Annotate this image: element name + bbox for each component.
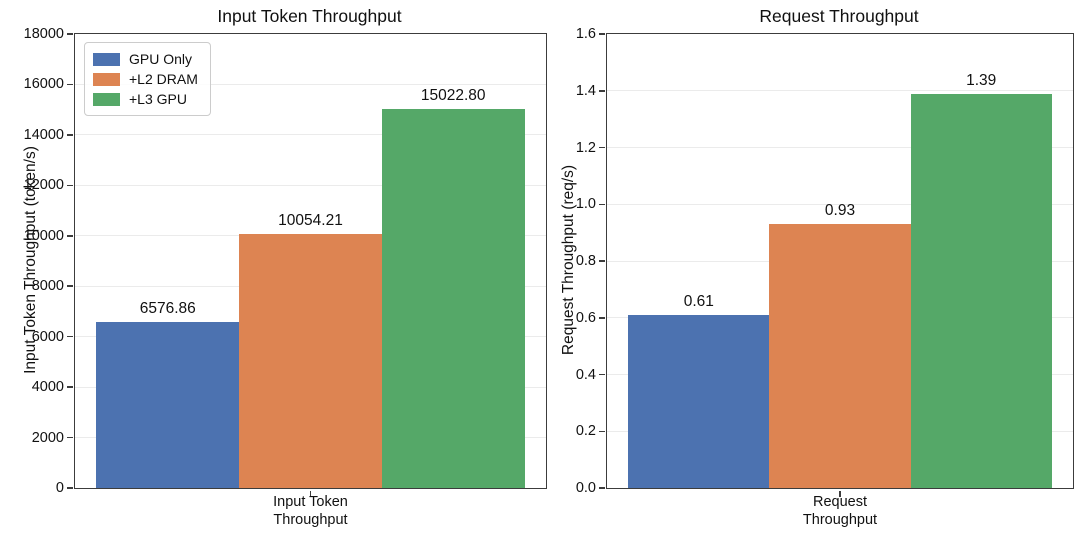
y-tick-mark xyxy=(67,83,73,86)
y-gridline xyxy=(607,203,1073,205)
y-tick-mark xyxy=(67,335,73,338)
y-tick-mark xyxy=(67,184,73,187)
y-tick-label: 0.8 xyxy=(575,253,596,269)
y-tick-mark xyxy=(599,487,605,489)
bar-gpu-only xyxy=(628,314,770,488)
y-tick-mark xyxy=(67,33,73,35)
x-tick-mark xyxy=(839,491,841,497)
y-tick-label: 18000 xyxy=(23,26,64,42)
y-tick-label: 1.6 xyxy=(575,26,596,42)
y-tick-label: 0.6 xyxy=(575,309,596,326)
legend-item: +L2 DRAM xyxy=(93,69,198,89)
legend-swatch-gpu-only xyxy=(93,52,120,66)
y-tick-mark xyxy=(67,285,73,287)
x-tick-mark xyxy=(309,491,312,497)
y-tick-mark xyxy=(599,373,605,376)
y-tick-label: 4000 xyxy=(31,379,64,396)
legend-item-label: +L2 DRAM xyxy=(129,71,198,87)
left-y-axis-label: Input Token Throughput (token/s) xyxy=(22,146,39,374)
bar--l3-gpu xyxy=(910,93,1052,488)
legend-swatch--l3-gpu xyxy=(93,92,120,106)
y-tick-mark xyxy=(67,487,73,489)
y-tick-label: 8000 xyxy=(31,278,64,295)
legend: GPU Only +L2 DRAM +L3 GPU xyxy=(84,42,211,116)
right-chart-title: Request Throughput xyxy=(759,6,919,26)
bar--l2-dram xyxy=(769,224,911,488)
bar--l3-gpu xyxy=(381,109,525,488)
y-tick-mark xyxy=(599,90,605,92)
y-tick-mark xyxy=(67,134,73,136)
bar-value-label: 10054.21 xyxy=(278,212,343,230)
y-tick-label: 0.4 xyxy=(575,366,596,383)
y-tick-label: 2000 xyxy=(31,429,64,446)
legend-item-label: GPU Only xyxy=(129,51,193,67)
bar-gpu-only xyxy=(96,322,240,488)
y-tick-mark xyxy=(599,317,605,319)
y-tick-mark xyxy=(67,386,73,388)
y-tick-mark xyxy=(599,430,605,432)
y-gridline xyxy=(75,184,546,186)
y-tick-label: 6000 xyxy=(31,328,64,345)
bar--l2-dram xyxy=(239,234,382,488)
y-gridline xyxy=(75,83,546,85)
y-tick-label: 14000 xyxy=(23,126,64,143)
y-tick-mark xyxy=(599,203,605,205)
y-tick-label: 10000 xyxy=(23,227,64,244)
legend-item: GPU Only xyxy=(93,49,198,69)
y-tick-label: 1.4 xyxy=(575,82,596,99)
legend-item: +L3 GPU xyxy=(93,89,198,109)
y-tick-label: 0 xyxy=(55,480,64,496)
x-tick-label: Input Token Throughput xyxy=(273,494,348,528)
legend-swatch--l2-dram xyxy=(93,72,120,86)
y-tick-label: 1.2 xyxy=(575,139,596,156)
x-tick-label: Request Throughput xyxy=(802,494,878,528)
bar-value-label: 0.61 xyxy=(683,292,714,310)
y-tick-label: 0.2 xyxy=(575,423,596,440)
y-gridline xyxy=(75,134,546,136)
y-tick-mark xyxy=(599,260,605,262)
y-tick-mark xyxy=(67,436,73,439)
y-gridline xyxy=(607,90,1073,92)
right-plot-area: 0.0 0.2 0.4 0.6 0.8 1.0 1.2 1.4 1.6 Request Throu… xyxy=(576,26,1074,528)
legend-item-label: +L3 GPU xyxy=(129,91,187,107)
bar-value-label: 15022.80 xyxy=(420,87,486,105)
y-tick-label: 16000 xyxy=(23,76,64,93)
bar-value-label: 6576.86 xyxy=(139,300,196,318)
y-tick-label: 0.0 xyxy=(575,480,596,496)
left-chart-title: Input Token Throughput xyxy=(217,6,402,26)
bar-value-label: 0.93 xyxy=(824,202,856,220)
y-tick-label: 1.0 xyxy=(575,196,596,213)
y-tick-mark xyxy=(67,235,73,237)
y-gridline xyxy=(607,147,1073,148)
y-tick-label: 12000 xyxy=(23,177,64,194)
y-tick-mark xyxy=(599,146,605,149)
y-tick-mark xyxy=(599,33,605,35)
bar-value-label: 1.39 xyxy=(966,71,997,89)
left-plot-area: 0 2000 4000 6000 8000 10000 12000 14000 16000 180… xyxy=(24,26,547,528)
